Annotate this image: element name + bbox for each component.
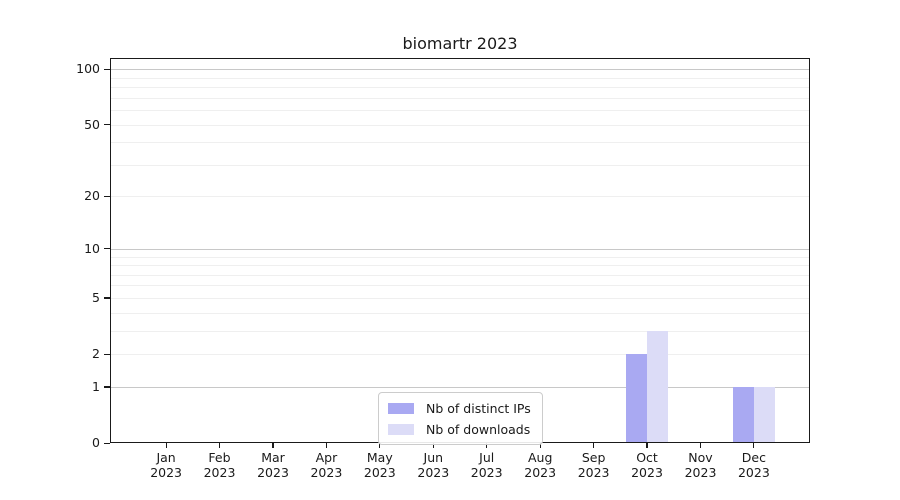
x-tick xyxy=(432,443,434,448)
legend-label-distinct-ips: Nb of distinct IPs xyxy=(426,400,531,416)
minor-gridline xyxy=(111,196,809,198)
x-tick xyxy=(379,443,381,448)
x-tick-year: 2023 xyxy=(417,465,450,480)
minor-gridline xyxy=(111,77,809,79)
x-tick-month: Jun xyxy=(423,450,444,465)
major-gridline xyxy=(111,386,809,388)
minor-gridline xyxy=(111,330,809,332)
x-tick-month: Oct xyxy=(636,450,658,465)
x-tick-year: 2023 xyxy=(203,465,236,480)
y-tick-label: 5 xyxy=(92,289,100,305)
y-tick xyxy=(104,353,110,355)
legend-label-downloads: Nb of downloads xyxy=(426,421,531,437)
y-tick xyxy=(104,386,110,388)
minor-gridline xyxy=(111,312,809,314)
x-tick-label: Feb 2023 xyxy=(188,450,252,480)
y-tick xyxy=(104,297,110,299)
x-tick-month: Jan xyxy=(156,450,176,465)
minor-gridline xyxy=(111,285,809,287)
x-tick-year: 2023 xyxy=(150,465,182,480)
x-tick-month: Jul xyxy=(479,450,495,465)
x-tick-month: Sep xyxy=(581,450,606,465)
minor-gridline xyxy=(111,256,809,258)
minor-gridline xyxy=(111,124,809,126)
x-tick-label: Mar 2023 xyxy=(241,450,305,480)
minor-gridline xyxy=(111,265,809,266)
y-tick xyxy=(104,442,110,444)
y-tick xyxy=(104,124,110,126)
y-tick-label: 2 xyxy=(92,346,100,361)
x-tick-label: May 2023 xyxy=(348,450,412,480)
y-tick xyxy=(104,195,110,198)
chart-title: biomartr 2023 xyxy=(402,34,518,53)
x-tick-label: Jun 2023 xyxy=(401,450,465,480)
minor-gridline xyxy=(111,354,809,355)
x-tick-year: 2023 xyxy=(631,465,663,480)
x-tick-year: 2023 xyxy=(363,465,396,480)
x-tick-year: 2023 xyxy=(524,465,557,480)
x-tick-month: Aug xyxy=(527,450,553,465)
x-tick-month: Feb xyxy=(208,450,231,465)
minor-gridline xyxy=(111,87,809,89)
legend-swatch-downloads xyxy=(388,423,414,435)
x-tick-year: 2023 xyxy=(737,465,770,480)
x-tick-label: Dec 2023 xyxy=(722,450,786,480)
y-tick-label: 50 xyxy=(84,116,100,132)
legend: Nb of distinct IPs Nb of downloads xyxy=(378,392,543,445)
x-tick-month: May xyxy=(366,450,393,465)
x-tick-year: 2023 xyxy=(257,465,289,480)
x-tick-year: 2023 xyxy=(470,465,503,480)
x-tick xyxy=(325,443,327,448)
x-tick xyxy=(646,443,648,448)
y-tick-label: 10 xyxy=(84,240,100,256)
x-tick-label: Jul 2023 xyxy=(455,450,519,480)
major-gridline xyxy=(111,248,809,250)
x-tick-year: 2023 xyxy=(310,465,343,480)
x-tick xyxy=(539,443,541,448)
minor-gridline xyxy=(111,110,809,112)
legend-swatch-distinct-ips xyxy=(388,402,414,414)
legend-item-downloads: Nb of downloads xyxy=(388,419,531,439)
x-tick-label: Apr 2023 xyxy=(294,450,358,480)
minor-gridline xyxy=(111,164,809,166)
x-tick-label: Nov 2023 xyxy=(669,450,733,480)
minor-gridline xyxy=(111,142,809,144)
x-tick xyxy=(486,443,488,448)
x-tick-label: Jan 2023 xyxy=(134,450,198,480)
y-tick-label: 20 xyxy=(84,188,100,204)
x-tick xyxy=(593,443,595,448)
x-tick xyxy=(753,443,755,448)
bar-distinct-ips-oct xyxy=(626,354,647,442)
y-tick xyxy=(104,248,110,250)
x-tick-label: Oct 2023 xyxy=(615,450,679,480)
bar-distinct-ips-dec xyxy=(732,386,754,442)
x-tick-year: 2023 xyxy=(577,465,610,480)
y-tick-label: 1 xyxy=(92,378,100,394)
x-tick xyxy=(699,443,702,448)
y-tick-label: 100 xyxy=(76,61,100,77)
x-tick-label: Sep 2023 xyxy=(562,450,626,480)
x-tick xyxy=(165,443,167,448)
plot-background xyxy=(110,58,810,443)
legend-item-distinct-ips: Nb of distinct IPs xyxy=(388,398,531,418)
y-tick xyxy=(104,68,110,70)
bar-downloads-oct xyxy=(647,330,668,442)
x-tick xyxy=(218,443,221,448)
x-tick-month: Nov xyxy=(688,450,713,465)
y-tick-label: 0 xyxy=(92,435,100,450)
x-tick-month: Mar xyxy=(261,450,285,465)
minor-gridline xyxy=(111,97,809,99)
minor-gridline xyxy=(111,274,809,276)
x-tick-year: 2023 xyxy=(684,465,717,480)
major-gridline xyxy=(111,69,809,71)
bar-downloads-dec xyxy=(753,386,775,442)
x-tick-label: Aug 2023 xyxy=(508,450,572,480)
x-tick-month: Apr xyxy=(315,450,338,465)
x-tick xyxy=(272,443,274,448)
minor-gridline xyxy=(111,297,809,299)
x-tick-month: Dec xyxy=(741,450,766,465)
